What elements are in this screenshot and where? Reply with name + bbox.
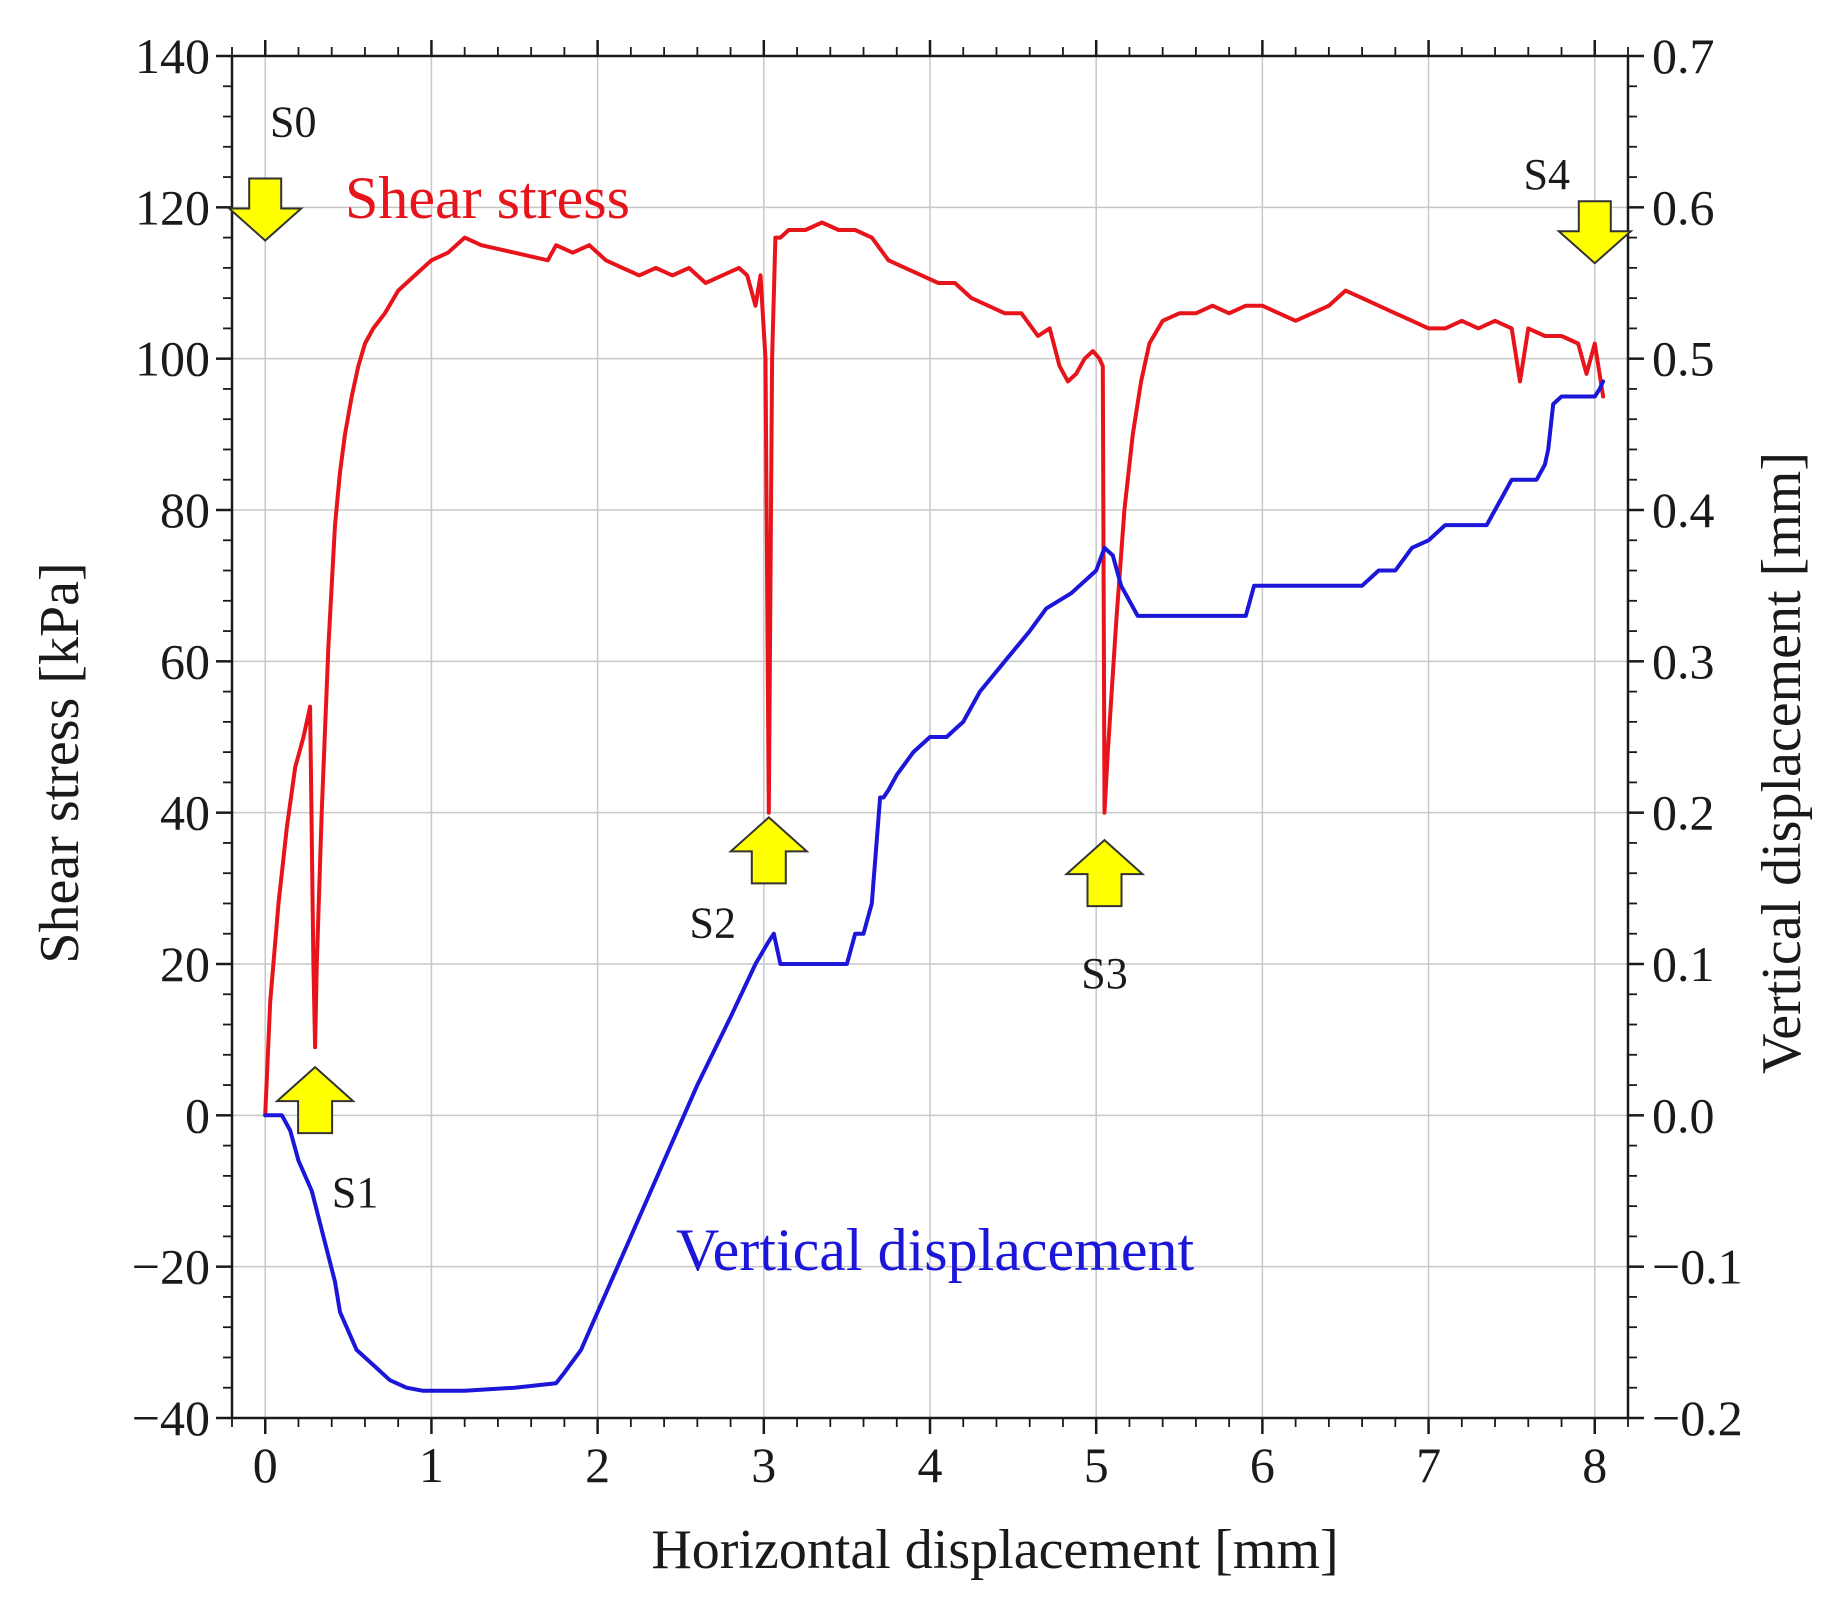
- y-tick-label: 120: [135, 179, 210, 235]
- y2-tick-label: −0.2: [1652, 1390, 1743, 1446]
- y-tick-label: 140: [135, 28, 210, 84]
- x-tick-label: 8: [1582, 1437, 1607, 1493]
- y-tick-label: 80: [160, 482, 210, 538]
- stage-arrow-s4: [1556, 200, 1634, 265]
- y2-tick-label: 0.7: [1652, 28, 1715, 84]
- stage-arrow-s3: [1063, 838, 1146, 908]
- stage-label-s2: S2: [690, 898, 736, 947]
- y2-tick-label: −0.1: [1652, 1239, 1743, 1295]
- stage-label-s0: S0: [270, 97, 316, 146]
- stage-arrow-s2: [728, 816, 810, 885]
- y-tick-label: 60: [160, 633, 210, 689]
- axis-ticks: 0 1 2 3 4 5 6 7 8 −40 −20 0 20 40 60 80 100 120 140 −0.2 −0.…: [132, 28, 1743, 1493]
- y-tick-label: −40: [132, 1390, 210, 1446]
- x-tick-label: 3: [751, 1437, 776, 1493]
- stage-label-s3: S3: [1081, 949, 1127, 998]
- y-tick-label: 0: [185, 1087, 210, 1143]
- y2-tick-label: 0.6: [1652, 179, 1715, 235]
- y-axis-title: Shear stress [kPa]: [29, 562, 91, 963]
- x-axis-title: Horizontal displacement [mm]: [651, 1519, 1338, 1581]
- grid-lines: [232, 55, 1628, 1419]
- y-tick-label: −20: [132, 1239, 210, 1295]
- y2-tick-label: 0.5: [1652, 331, 1715, 387]
- y2-axis-title: Vertical displacement [mm]: [1751, 452, 1813, 1074]
- x-tick-label: 7: [1416, 1437, 1441, 1493]
- x-tick-label: 4: [918, 1437, 943, 1493]
- y2-tick-label: 0.0: [1652, 1087, 1715, 1143]
- x-tick-label: 2: [585, 1437, 610, 1493]
- shear-stress-line: [263, 220, 1606, 1118]
- x-tick-label: 1: [419, 1437, 444, 1493]
- x-tick-label: 5: [1084, 1437, 1109, 1493]
- y2-tick-label: 0.4: [1652, 482, 1715, 538]
- vertical-displacement-line: [263, 379, 1606, 1393]
- y-tick-label: 20: [160, 936, 210, 992]
- shear-stress-label: Shear stress: [345, 165, 630, 231]
- stage-annotations: S0 S1 S2 S3 S4: [226, 97, 1634, 1217]
- stage-label-s4: S4: [1524, 150, 1570, 199]
- x-tick-label: 0: [253, 1437, 278, 1493]
- y-tick-label: 100: [135, 331, 210, 387]
- stage-label-s1: S1: [332, 1168, 378, 1217]
- stage-arrow-s0: [226, 177, 304, 242]
- y2-tick-label: 0.2: [1652, 785, 1715, 841]
- stage-arrow-s1: [274, 1065, 356, 1135]
- y-tick-label: 40: [160, 785, 210, 841]
- plot-series: [263, 220, 1606, 1393]
- y2-tick-label: 0.1: [1652, 936, 1715, 992]
- vertical-displacement-label: Vertical displacement: [676, 1217, 1194, 1283]
- x-tick-label: 6: [1250, 1437, 1275, 1493]
- y2-tick-label: 0.3: [1652, 633, 1715, 689]
